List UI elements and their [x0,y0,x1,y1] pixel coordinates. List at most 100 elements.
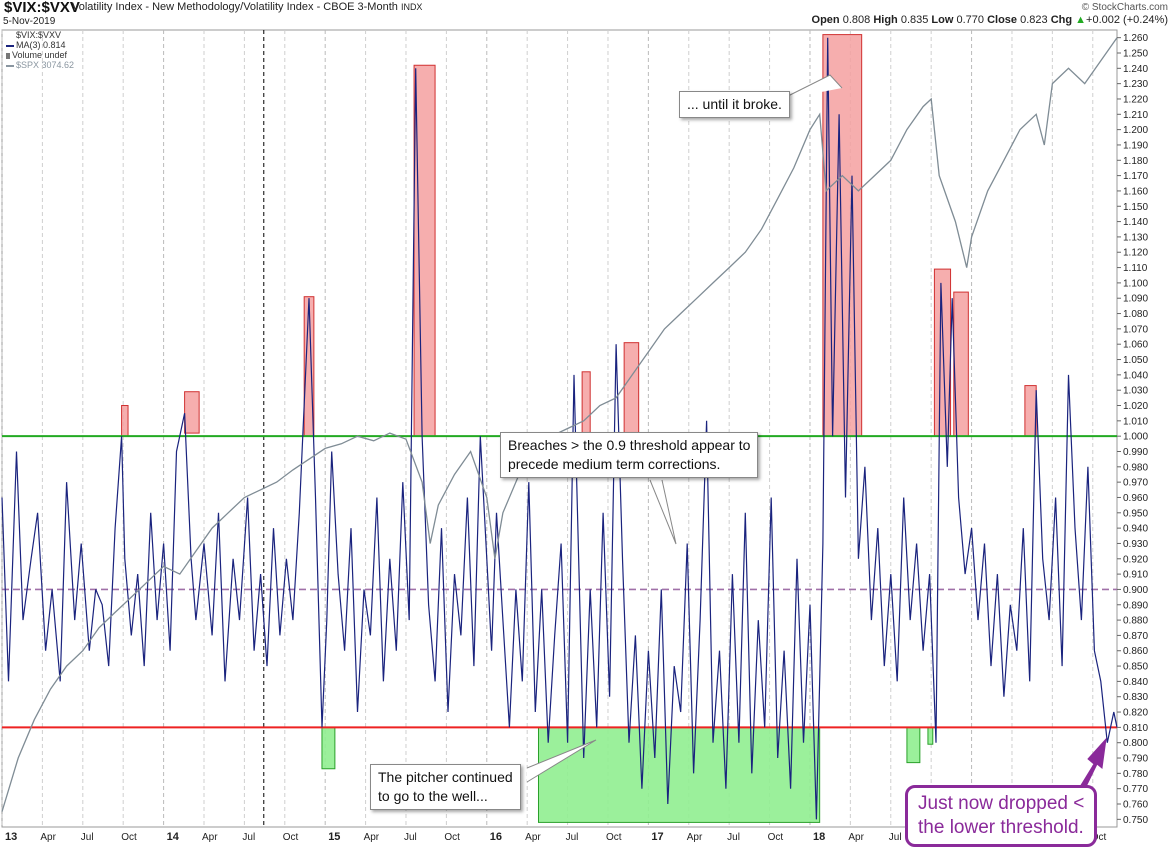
callout-pitcher: The pitcher continued to go to the well..… [370,764,521,810]
legend-volume: Volume undef [6,50,74,60]
threshold-zones [121,34,1037,823]
y-tick-label: 0.830 [1123,692,1148,703]
description-text: Volatility Index - New Methodology/Volat… [72,1,398,13]
chart-series [1,37,1118,820]
stockcharts-logo: © StockCharts.com [1081,2,1168,13]
up-arrow-icon: ▲ [1075,14,1087,26]
y-tick-label: 0.910 [1123,570,1148,581]
x-tick-label: Oct [121,832,137,843]
spx-series-line [1,37,1118,812]
green-zone [927,726,934,745]
x-tick-label: Jul [889,832,902,843]
ticker-description: Volatility Index - New Methodology/Volat… [72,1,422,13]
y-tick-label: 0.840 [1123,677,1148,688]
callout-dropped-line2: the lower threshold. [918,817,1084,838]
x-tick-label: Oct [1091,832,1107,843]
breaches-pointer [649,479,677,545]
green-zone [906,726,921,764]
y-tick-label: 0.860 [1123,646,1148,657]
legend-ratio: $VIX:$VXV [6,30,74,40]
low-value: 0.770 [956,14,985,26]
y-tick-label: 1.100 [1123,278,1148,289]
x-tick-label: Apr [687,832,703,843]
chart-grid [1,29,1118,828]
ticker-symbol: $VIX:$VXV [4,0,80,16]
x-tick-label: Jul [727,832,740,843]
legend-ratio-label: $VIX:$VXV [16,30,62,40]
y-tick-label: 0.800 [1123,738,1148,749]
y-tick-label: 0.790 [1123,754,1148,765]
y-tick-label: 0.810 [1123,723,1148,734]
y-tick-label: 0.760 [1123,800,1148,811]
green-zone [321,726,336,770]
chg-value: +0.002 (+0.24%) [1086,14,1168,26]
pitcher-pointer [526,739,597,783]
x-tick-label: 15 [328,831,340,843]
x-tick-label: 14 [167,831,180,843]
x-tick-label: Oct [444,832,460,843]
y-tick-label: 1.200 [1123,125,1148,136]
chart-axes: 0.750 0.760 0.770 0.780 0.790 0.800 0.810 0.820… [5,33,1148,843]
y-tick-label: 0.850 [1123,662,1148,673]
red-zone [121,405,129,437]
y-tick-label: 0.980 [1123,462,1148,473]
x-tick-label: 13 [5,831,17,843]
y-tick-label: 1.240 [1123,64,1148,75]
x-tick-label: 16 [490,831,502,843]
legend-ma: MA(3) 0.814 [6,40,74,50]
y-tick-label: 1.180 [1123,156,1148,167]
plot-frame [1,29,1118,828]
y-tick-label: 0.990 [1123,447,1148,458]
y-tick-label: 0.780 [1123,769,1148,780]
y-tick-label: 0.870 [1123,631,1148,642]
x-tick-label: Apr [525,832,541,843]
exchange-label: INDX [400,2,423,12]
x-tick-label: Oct [606,832,622,843]
y-tick-label: 0.900 [1123,585,1148,596]
y-tick-label: 0.880 [1123,616,1148,627]
chart-legend: $VIX:$VXV MA(3) 0.814 Volume undef $SPX … [6,30,74,70]
y-tick-label: 1.030 [1123,386,1148,397]
y-tick-label: 1.110 [1123,263,1148,274]
y-tick-label: 1.000 [1123,432,1148,443]
ratio-series-line [1,37,1118,820]
callout-pitcher-line2: to go to the well... [378,788,488,804]
callout-breaches-line2: precede medium term corrections. [508,456,721,472]
red-zone [623,342,640,437]
y-tick-label: 1.130 [1123,232,1148,243]
red-zone [413,64,436,437]
callout-pitcher-line1: The pitcher continued [378,769,513,785]
y-tick-label: 1.220 [1123,94,1148,105]
y-tick-label: 1.020 [1123,401,1148,412]
chart-header: $VIX:$VXV Volatility Index - New Methodo… [0,0,1174,30]
legend-ma-label: MA(3) 0.814 [16,40,66,50]
threshold-lines [2,435,1117,729]
y-tick-label: 1.170 [1123,171,1148,182]
x-tick-label: Jul [81,832,94,843]
legend-volume-label: Volume undef [12,50,68,60]
y-tick-label: 0.970 [1123,478,1148,489]
x-tick-label: Jul [404,832,417,843]
y-tick-label: 0.750 [1123,815,1148,826]
close-label: Close [987,14,1018,26]
callout-until-broke-text: ... until it broke. [687,96,782,112]
y-tick-label: 0.940 [1123,524,1148,535]
open-label: Open [811,14,840,26]
y-tick-label: 1.140 [1123,217,1148,228]
x-tick-label: Apr [364,832,380,843]
y-tick-label: 1.190 [1123,140,1148,151]
y-tick-label: 0.770 [1123,784,1148,795]
red-zone [184,391,200,434]
y-tick-label: 0.890 [1123,600,1148,611]
y-tick-label: 1.040 [1123,370,1148,381]
y-tick-label: 1.250 [1123,48,1148,59]
y-tick-label: 1.050 [1123,355,1148,366]
y-tick-label: 0.920 [1123,554,1148,565]
y-tick-label: 0.930 [1123,539,1148,550]
y-tick-label: 1.060 [1123,340,1148,351]
y-tick-label: 0.960 [1123,493,1148,504]
callout-breaches-line1: Breaches > the 0.9 threshold appear to [508,437,751,453]
y-tick-label: 1.080 [1123,309,1148,320]
callout-dropped: Just now dropped < the lower threshold. [905,785,1098,847]
